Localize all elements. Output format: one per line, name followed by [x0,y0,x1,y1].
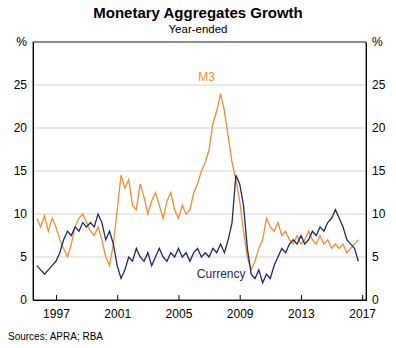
y2-axis-tick: 15 [366,164,386,178]
y2-axis-tick-label: 5 [372,250,379,264]
y2-axis-tick-label: 10 [372,207,386,221]
y2-axis-tick-label: 15 [372,164,386,178]
y-axis-tick-label: 0 [20,293,27,307]
y2-axis-tick: 10 [366,207,386,221]
x-axis-line [34,300,367,301]
x-tick-label: 2017 [349,307,376,321]
y-axis-tick-label: 20 [14,121,28,135]
chart: Monetary Aggregates Growth Year-ended 1997… [0,0,396,348]
x-tick: 1997 [43,295,70,321]
grid-line [33,257,366,258]
grid-line [33,128,366,129]
x-axis: 1997 2001 2005 2009 2013 2017 [34,295,377,321]
x-tick-mark [362,295,363,300]
y-axis-line [33,43,34,301]
y-axis-tick-label: 5 [20,250,27,264]
y-axis-tick: 5 [20,250,33,264]
x-tick: 2001 [104,295,131,321]
y-axis-tick: 20 [14,121,33,135]
source: Sources: APRA; RBA [8,331,103,342]
y2-axis-tick: 20 [366,121,386,135]
x-tick-label: 1997 [43,307,70,321]
y2-axis-tick-label: % [372,35,383,49]
y-axis-tick: % [16,35,33,49]
line-series [37,94,359,270]
y2-axis-tick: 0 [366,293,379,307]
grid-line [33,171,366,172]
y-axis: 0 5 10 15 20 25% [14,35,34,307]
y-axis-tick-label: 25 [14,78,28,92]
y2-axis-tick-label: 0 [372,293,379,307]
plot-frame [33,42,366,300]
x-tick-mark [178,295,179,300]
x-tick-label: 2001 [104,307,131,321]
x-tick: 2013 [288,295,315,321]
y2-axis-tick-label: 25 [372,78,386,92]
y-axis-tick-label: 10 [14,207,28,221]
y2-axis-tick: 25 [366,78,386,92]
lines [37,94,359,283]
x-tick-mark [301,295,302,300]
series-label: M3 [198,70,215,84]
grid-line [33,85,366,86]
x-tick-label: 2013 [288,307,315,321]
x-tick-mark [240,295,241,300]
x-tick-mark [56,295,57,300]
y2-axis-tick-label: 20 [372,121,386,135]
y-axis-tick: 10 [14,207,33,221]
line-series [37,175,359,282]
y-axis-tick: 0 [20,293,33,307]
y2-axis-tick: 5 [366,250,379,264]
x-tick: 2009 [227,295,254,321]
y2-axis-line [366,43,367,301]
x-tick-label: 2009 [227,307,254,321]
y2-axis-tick: % [366,35,383,49]
y2-axis: 0 5 10 15 20 25% [366,35,386,307]
subtitle: Year-ended [168,23,227,35]
y-axis-tick: 25 [14,78,33,92]
title: Monetary Aggregates Growth [93,4,302,21]
series-label: Currency [197,267,246,281]
x-tick-mark [117,295,118,300]
grid [33,42,366,300]
x-tick: 2005 [166,295,193,321]
y-axis-tick: 15 [14,164,33,178]
y-axis-tick-label: % [16,35,27,49]
x-tick-label: 2005 [166,307,193,321]
y-axis-tick-label: 15 [14,164,28,178]
